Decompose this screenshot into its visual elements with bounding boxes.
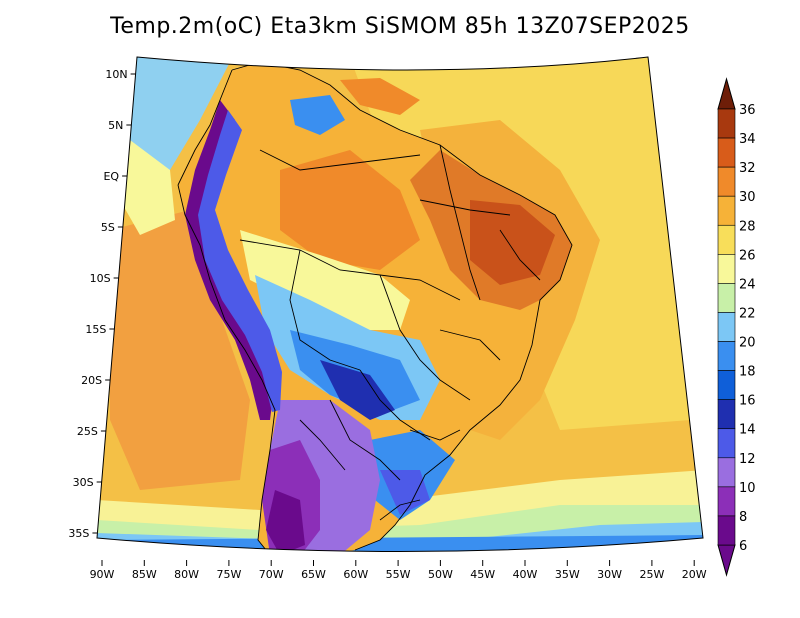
- longitude-tick-label: 75W: [216, 568, 241, 581]
- longitude-tick-label: 50W: [428, 568, 453, 581]
- colorbar-label: 26: [739, 248, 756, 263]
- colorbar-segment: [717, 195, 736, 226]
- latitude-tick-label: 25S: [77, 425, 98, 438]
- colorbar-label: 14: [739, 423, 756, 438]
- colorbar-label: 20: [739, 336, 756, 351]
- longitude-tick-label: 80W: [174, 568, 199, 581]
- colorbar-label: 32: [739, 161, 756, 176]
- longitude-tick-label: 35W: [555, 568, 580, 581]
- colorbar-label: 34: [739, 132, 756, 147]
- colorbar-label: 22: [739, 306, 756, 321]
- longitude-tick-label: 20W: [682, 568, 707, 581]
- latitude-tick-label: 10S: [90, 272, 111, 285]
- longitude-tick-label: 65W: [301, 568, 326, 581]
- colorbar-label: 12: [739, 452, 756, 467]
- colorbar-segment: [717, 166, 736, 197]
- colorbar-label: 16: [739, 394, 756, 409]
- longitude-tick-label: 25W: [639, 568, 664, 581]
- colorbar-segment: [717, 254, 736, 284]
- colorbar-segment: [717, 399, 736, 430]
- latitude-tick-label: 35S: [68, 527, 89, 540]
- longitude-tick-label: 85W: [132, 568, 157, 581]
- colorbar-segment: [717, 283, 736, 313]
- latitude-tick-label: 20S: [81, 374, 102, 387]
- political-borders: [177, 61, 573, 552]
- longitude-tick-label: 55W: [386, 568, 411, 581]
- colorbar-segment: [717, 457, 736, 488]
- temperature-field: [97, 57, 703, 552]
- latitude-tick-label: 15S: [85, 323, 106, 336]
- colorbar-label: 36: [739, 103, 756, 118]
- colorbar-segment: [717, 370, 736, 400]
- colorbar-label: 10: [739, 481, 756, 496]
- latitude-tick-label: 5N: [108, 119, 123, 132]
- longitude-tick-label: 40W: [513, 568, 538, 581]
- map-title: Temp.2m(oC) Eta3km SiSMOM 85h 13Z07SEP20…: [110, 14, 690, 39]
- longitude-tick-label: 90W: [90, 568, 115, 581]
- colorbar-segment: [717, 486, 736, 517]
- colorbar-max-arrow: [717, 77, 736, 110]
- longitude-tick-label: 30W: [597, 568, 622, 581]
- colorbar-min-arrow: [717, 544, 736, 577]
- longitude-tick-label: 70W: [259, 568, 284, 581]
- colorbar-segment: [717, 224, 736, 255]
- longitude-axis: 90W 85W 80W 75W 70W 65W 60W 55W 50W 45W 40W 35W 30W 2…: [90, 560, 707, 581]
- colorbar-segment: [717, 137, 736, 168]
- longitude-tick-label: 45W: [470, 568, 495, 581]
- colorbar-label: 30: [739, 190, 756, 205]
- latitude-axis: 10N 5N EQ 5S 10S 15S 20S 25S 30S 35S: [68, 68, 136, 540]
- colorbar-label: 18: [739, 365, 756, 380]
- colorbar-label: 28: [739, 219, 756, 234]
- latitude-tick-label: 5S: [101, 221, 115, 234]
- colorbar-label: 6: [739, 539, 747, 554]
- colorbar-label: 24: [739, 277, 756, 292]
- colorbar-segment: [717, 341, 736, 371]
- map-frame: [96, 56, 704, 552]
- colorbar-label: 8: [739, 510, 747, 525]
- colorbar-segment: [717, 428, 736, 459]
- colorbar-segment: [717, 515, 736, 546]
- latitude-tick-label: 10N: [105, 68, 127, 81]
- latitude-tick-label: 30S: [73, 476, 94, 489]
- colorbar-segment: [717, 312, 736, 342]
- colorbar: 6 8 10 12 14 16 18 20 22 24 26 28 30 32 34 36: [717, 77, 756, 577]
- longitude-tick-label: 60W: [343, 568, 368, 581]
- latitude-tick-label: EQ: [103, 170, 119, 183]
- colorbar-segment: [717, 108, 736, 139]
